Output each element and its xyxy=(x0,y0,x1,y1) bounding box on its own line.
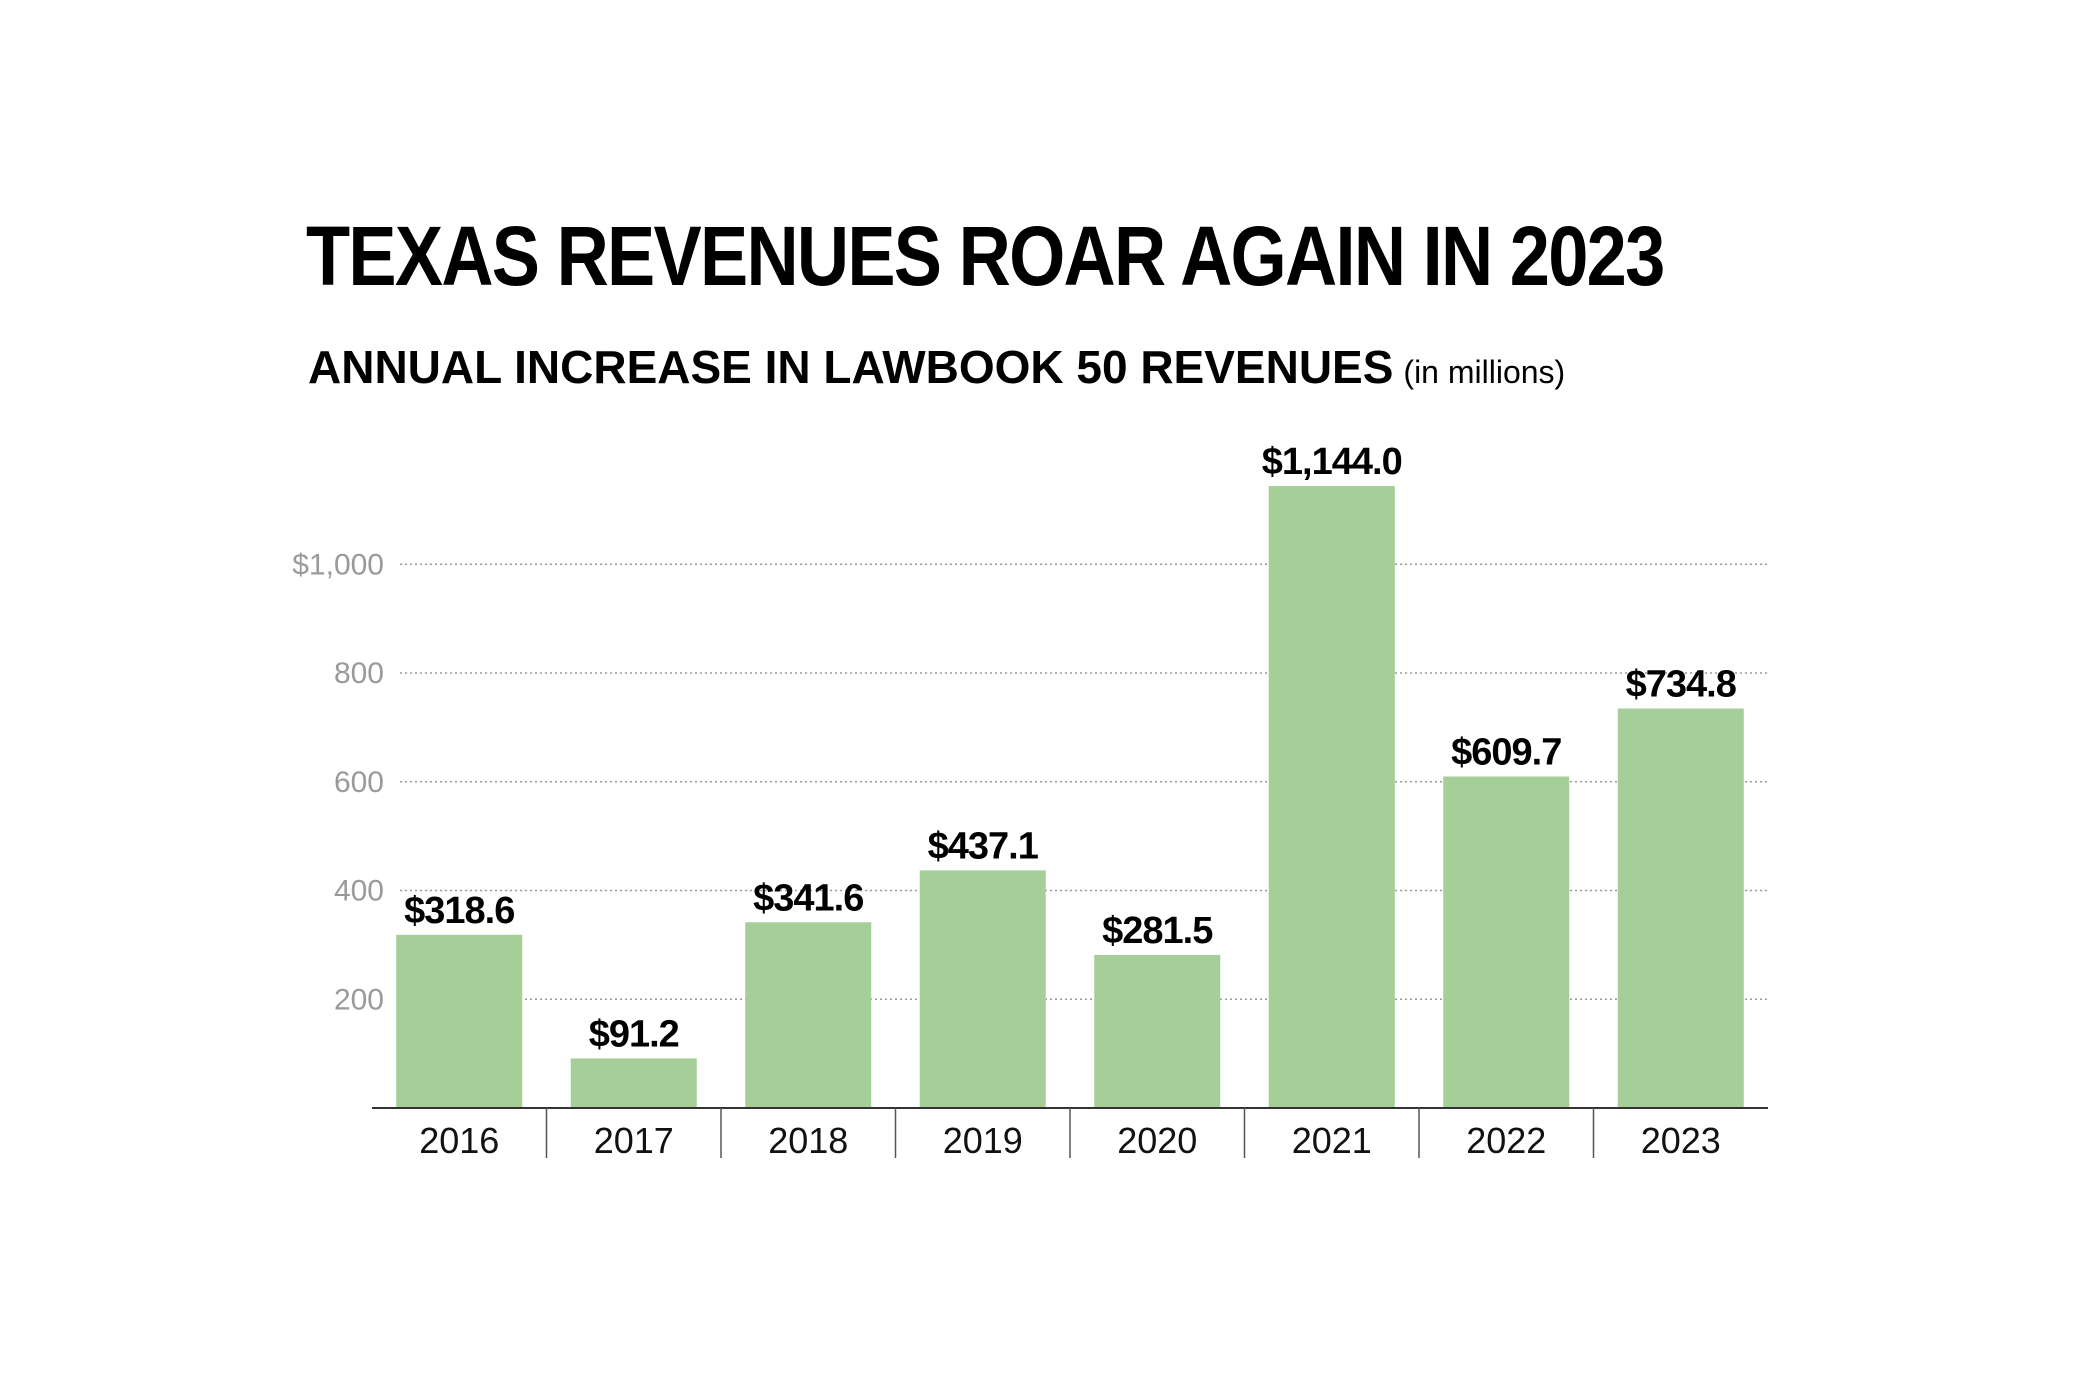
bar xyxy=(1443,776,1570,1108)
y-tick-label: 800 xyxy=(334,657,384,690)
y-tick-label: $1,000 xyxy=(292,548,384,581)
x-tick-label: 2018 xyxy=(768,1120,848,1161)
data-label: $609.7 xyxy=(1451,732,1561,774)
x-tick-label: 2022 xyxy=(1466,1120,1546,1161)
bar xyxy=(745,922,872,1108)
x-tick-label: 2016 xyxy=(419,1120,499,1161)
subtitle-text: ANNUAL INCREASE IN LAWBOOK 50 REVENUES xyxy=(308,341,1394,393)
data-label: $341.6 xyxy=(753,877,863,919)
y-tick-label: 400 xyxy=(334,875,384,908)
chart-title: TEXAS REVENUES ROAR AGAIN IN 2023 xyxy=(306,209,1665,303)
data-label: $281.5 xyxy=(1102,910,1213,952)
bar xyxy=(1617,708,1744,1108)
y-tick-label: 200 xyxy=(334,983,384,1016)
bar xyxy=(570,1058,697,1108)
chart-subtitle: ANNUAL INCREASE IN LAWBOOK 50 REVENUES (i… xyxy=(308,340,1565,394)
x-tick-label: 2017 xyxy=(594,1120,674,1161)
bar xyxy=(396,934,523,1108)
unit-note: (in millions) xyxy=(1403,354,1566,390)
bar xyxy=(919,870,1046,1108)
data-label: $91.2 xyxy=(589,1013,679,1055)
bar xyxy=(1268,486,1395,1108)
x-tick-label: 2020 xyxy=(1117,1120,1197,1161)
data-label: $437.1 xyxy=(928,825,1039,867)
data-label: $318.6 xyxy=(404,890,514,932)
x-tick-label: 2021 xyxy=(1292,1120,1372,1161)
y-tick-label: 600 xyxy=(334,766,384,799)
x-tick-label: 2023 xyxy=(1641,1120,1721,1161)
data-label: $734.8 xyxy=(1626,663,1736,705)
data-label: $1,144.0 xyxy=(1262,441,1402,483)
x-tick-label: 2019 xyxy=(943,1120,1023,1161)
bar xyxy=(1094,954,1221,1108)
